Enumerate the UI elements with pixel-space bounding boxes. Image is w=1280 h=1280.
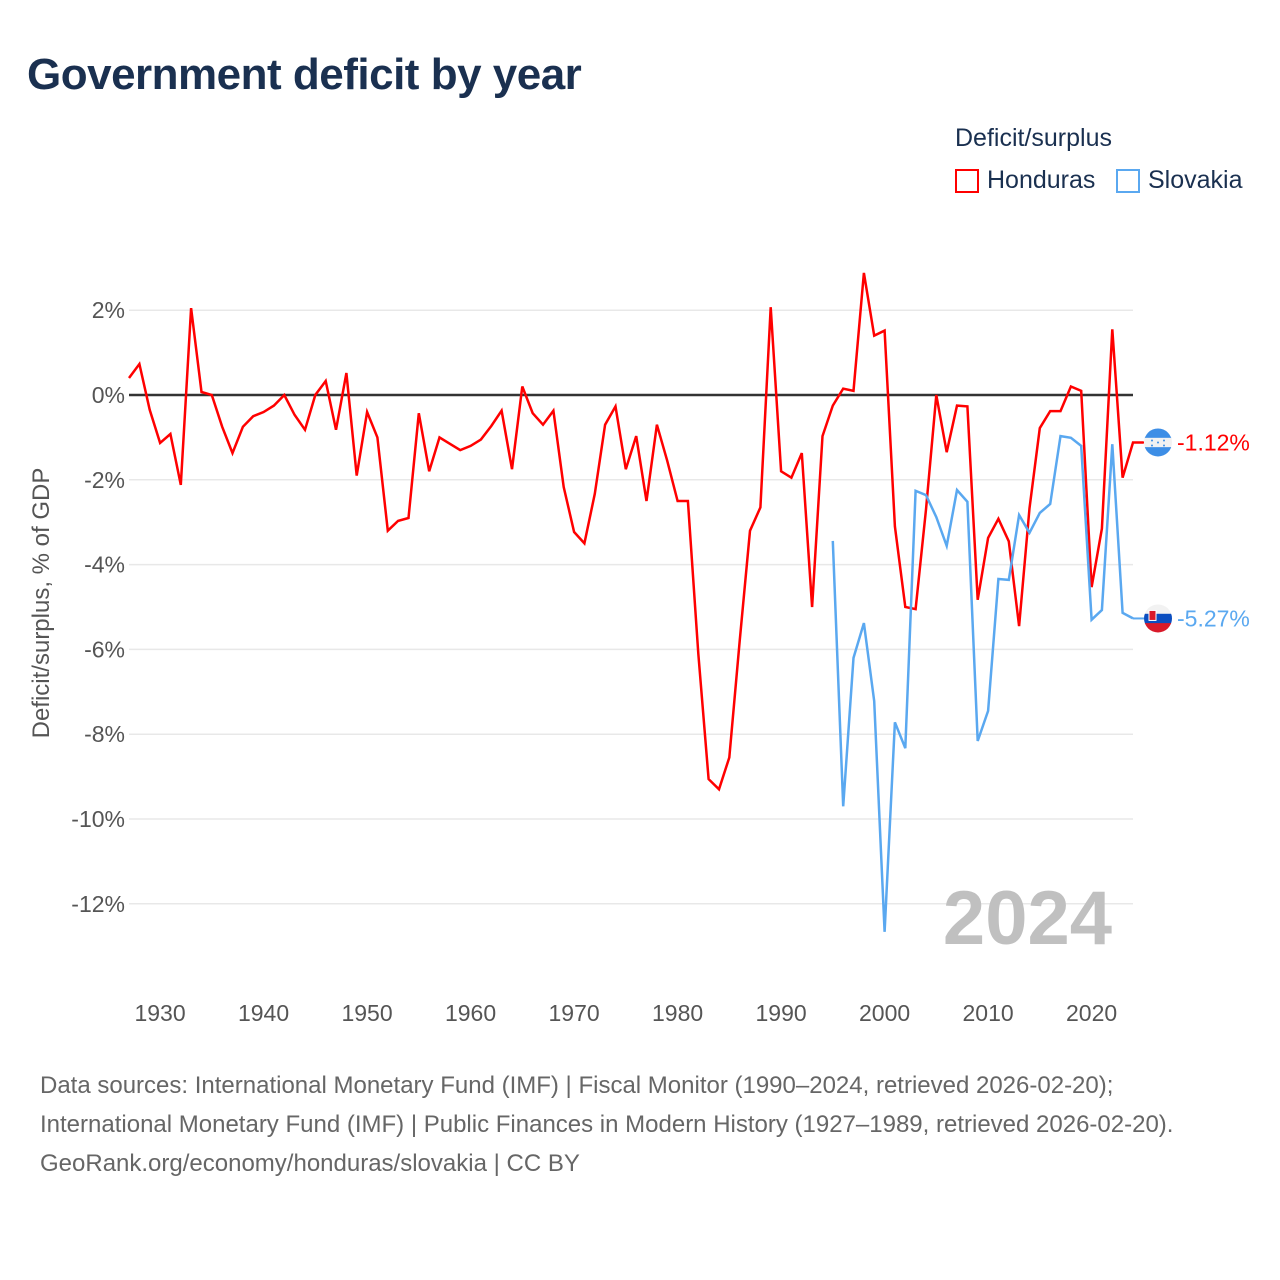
x-tick-label: 1940: [238, 1000, 289, 1026]
footer: Data sources: International Monetary Fun…: [40, 1066, 1240, 1183]
legend-label: Honduras: [987, 166, 1096, 194]
y-tick-label: -8%: [84, 721, 125, 747]
x-tick-label: 1990: [755, 1000, 806, 1026]
legend-label: Slovakia: [1148, 166, 1243, 194]
legend-title: Deficit/surplus: [955, 124, 1112, 152]
x-tick-label: 1930: [134, 1000, 185, 1026]
end-value-label: -1.12%: [1177, 429, 1250, 455]
page-title: Government deficit by year: [27, 50, 582, 99]
slovakia-flag-icon: [1144, 604, 1172, 633]
y-tick-label: -12%: [71, 891, 125, 917]
x-tick-label: 1960: [445, 1000, 496, 1026]
data-sources: Data sources: International Monetary Fun…: [40, 1072, 1174, 1138]
flag-stripe: [1144, 604, 1172, 615]
legend-swatch-honduras: [955, 168, 979, 193]
end-value-label: -5.27%: [1177, 605, 1250, 631]
y-tick-label: -6%: [84, 636, 125, 662]
flag-emblem: [1148, 609, 1157, 621]
flag-stripe: [1144, 447, 1172, 457]
line-chart: 2% 0% -2% -4% -6% -8% -10% -12% 1930 1940 1950 1960…: [71, 272, 1250, 1026]
flag-star: [1151, 444, 1153, 447]
x-tick-label: 2020: [1066, 1000, 1117, 1026]
x-tick-label: 2010: [963, 1000, 1014, 1026]
flag-star: [1151, 439, 1153, 442]
series-line-honduras: [127, 272, 1144, 792]
x-tick-label: 2000: [859, 1000, 910, 1026]
flag-star: [1163, 444, 1165, 447]
series-line-slovakia: [831, 434, 1134, 932]
legend-item-honduras[interactable]: Honduras: [955, 166, 1095, 195]
year-watermark: 2024: [943, 876, 1112, 961]
flag-star: [1157, 441, 1159, 444]
x-tick-label: 1950: [341, 1000, 392, 1026]
flag-star: [1163, 439, 1165, 442]
honduras-flag-icon: [1144, 428, 1172, 457]
y-tick-label: -10%: [71, 806, 125, 832]
y-tick-label: 2%: [92, 297, 125, 323]
y-tick-label: -2%: [84, 467, 125, 493]
legend-swatch-slovakia: [1116, 168, 1140, 193]
x-tick-label: 1970: [548, 1000, 599, 1026]
flag-stripe: [1144, 623, 1172, 633]
flag-stripe: [1144, 428, 1172, 439]
flag-stripe: [1144, 613, 1172, 624]
credit-link[interactable]: GeoRank.org/economy/honduras/slovakia | …: [40, 1150, 580, 1177]
y-tick-label: -4%: [84, 552, 125, 578]
y-tick-label: 0%: [92, 382, 125, 408]
legend-item-slovakia[interactable]: Slovakia: [1116, 166, 1243, 195]
x-tick-label: 1980: [652, 1000, 703, 1026]
